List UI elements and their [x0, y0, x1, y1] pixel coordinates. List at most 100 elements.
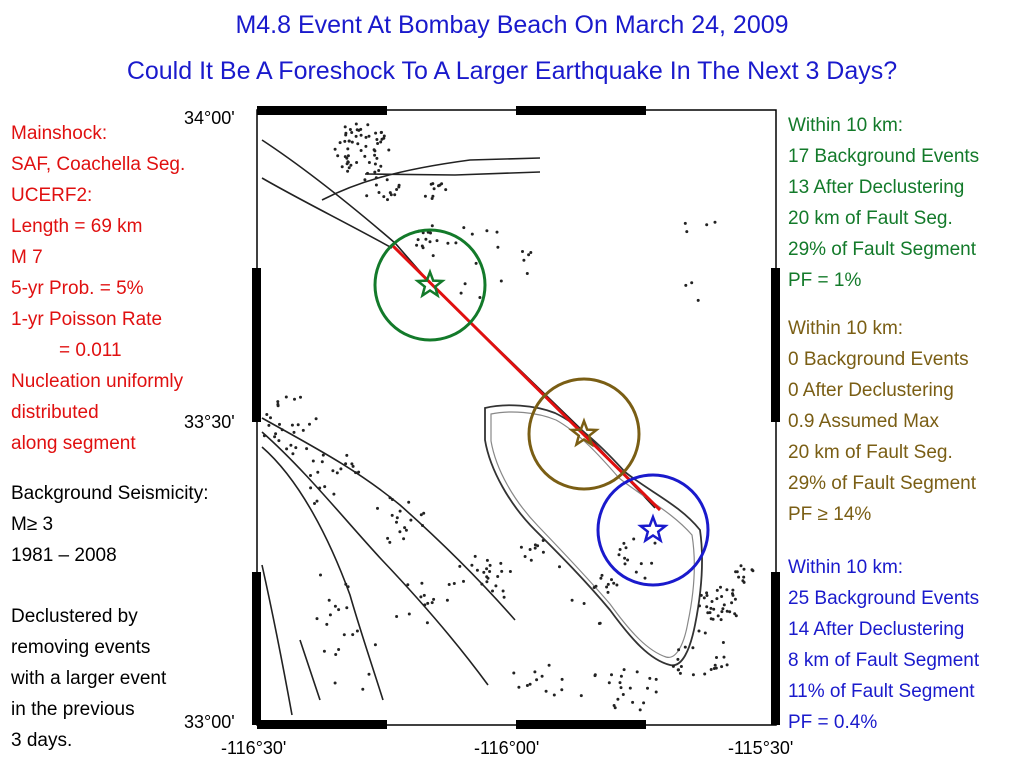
seismic-event-dot: [696, 298, 700, 302]
seismic-event-dot: [533, 546, 537, 550]
stat-line: 20 km of Fault Seg.: [788, 442, 953, 463]
seismic-event-dot: [671, 664, 675, 668]
seismic-event-dot: [690, 281, 694, 285]
seismic-event-dot: [432, 187, 436, 191]
seismic-event-dot: [354, 471, 358, 475]
lon-label-116-00: -116°00': [474, 738, 540, 758]
seismic-event-dot: [735, 570, 739, 574]
seismic-event-dot: [685, 230, 689, 234]
mainshock-line: Length = 69 km: [11, 216, 143, 237]
seismic-event-dot: [454, 241, 458, 245]
seismic-event-dot: [570, 598, 574, 602]
seismic-event-dot: [624, 546, 628, 550]
seismic-event-dot: [499, 561, 503, 565]
seismic-event-dot: [517, 685, 521, 689]
seismic-event-dot: [683, 645, 687, 649]
seismic-event-dot: [623, 556, 627, 560]
seismic-event-dot: [458, 564, 462, 568]
seismic-event-dot: [420, 581, 424, 585]
seismic-event-dot: [346, 147, 350, 151]
seismic-event-dot: [463, 282, 467, 286]
seismic-event-dot: [501, 589, 505, 593]
seismic-event-dot: [733, 612, 737, 616]
seismic-event-dot: [315, 617, 319, 621]
seismic-event-dot: [527, 253, 531, 257]
seismic-event-dot: [309, 486, 313, 490]
seismic-event-dot: [741, 579, 745, 583]
seismic-event-dot: [728, 610, 732, 614]
seismic-event-dot: [335, 471, 339, 475]
seismic-event-dot: [725, 609, 729, 613]
seismic-event-dot: [395, 188, 399, 191]
seismic-event-dot: [535, 678, 539, 682]
lon-label-115-30: -115°30': [728, 738, 794, 758]
seismic-event-dot: [267, 423, 271, 427]
seismic-event-dot: [616, 697, 620, 701]
seismic-event-dot: [351, 464, 355, 468]
seismic-event-dot: [610, 578, 613, 582]
seismic-event-dot: [619, 686, 623, 690]
seismic-event-dot: [390, 513, 394, 517]
map-frame: [256, 109, 777, 726]
olive-star-marker: [568, 417, 600, 448]
seismic-event-dot: [305, 447, 309, 451]
seismic-event-dot: [474, 261, 478, 265]
seismic-event-dot: [402, 537, 406, 541]
seismic-event-dot: [376, 142, 380, 145]
seismic-event-dot: [426, 601, 430, 605]
seismic-event-dot: [606, 590, 610, 594]
seismic-event-dot: [721, 641, 725, 644]
seismic-event-dot: [409, 518, 413, 522]
seismic-event-dot: [361, 687, 365, 691]
seismic-event-dot: [438, 183, 442, 187]
olive-10km-circle: [527, 377, 641, 491]
seismic-event-dot: [684, 283, 688, 287]
seismic-event-dot: [422, 593, 426, 597]
seismic-event-dot: [331, 469, 335, 473]
stat-line: PF = 0.4%: [788, 712, 878, 733]
stat-line: 14 After Declustering: [788, 619, 965, 640]
seismic-event-dot: [322, 649, 326, 653]
seismic-event-dot: [547, 663, 551, 667]
seismic-event-dot: [319, 573, 322, 577]
seismic-event-dot: [332, 492, 336, 496]
stat-line: 20 km of Fault Seg.: [788, 208, 953, 229]
seismic-event-dot: [612, 581, 616, 585]
seismic-event-dot: [333, 147, 337, 151]
seismic-event-dot: [407, 500, 411, 504]
seismic-event-dot: [482, 570, 486, 574]
seismic-event-dot: [367, 161, 371, 164]
seismic-event-dot: [364, 135, 368, 139]
seismic-event-dot: [742, 575, 746, 579]
seismic-event-dot: [709, 668, 713, 671]
seismic-event-dot: [313, 502, 316, 505]
seismic-event-dot: [373, 643, 377, 647]
seismic-event-dot: [346, 154, 350, 158]
seismic-event-dot: [323, 485, 327, 489]
mainshock-line: 5-yr Prob. = 5%: [11, 278, 144, 299]
seismic-event-dot: [715, 656, 718, 659]
seismic-event-dot: [720, 595, 724, 598]
seismic-event-dot: [376, 506, 379, 510]
stat-line: 17 Background Events: [788, 146, 980, 167]
seismic-event-dot: [429, 182, 433, 186]
seismic-event-dot: [349, 163, 353, 167]
green-10km-circle: [373, 228, 487, 342]
seismic-event-dot: [422, 511, 426, 515]
stat-line: 29% of Fault Segment: [788, 473, 976, 494]
seismic-event-dot: [478, 296, 482, 299]
seismic-event-dot: [486, 576, 490, 580]
seismic-event-dot: [432, 597, 436, 601]
seismic-event-dot: [541, 539, 545, 542]
stat-line: Within 10 km:: [788, 318, 904, 339]
seismic-event-dot: [385, 178, 389, 182]
seismic-event-dot: [528, 548, 532, 551]
seismic-event-dot: [725, 588, 729, 592]
seismic-event-dot: [622, 668, 626, 672]
seismic-event-dot: [345, 162, 349, 166]
seismic-event-dot: [679, 665, 683, 668]
seismic-event-dot: [628, 686, 632, 690]
seismic-event-dot: [359, 133, 363, 137]
stat-line: 13 After Declustering: [788, 177, 965, 198]
seismic-event-dot: [350, 140, 354, 144]
